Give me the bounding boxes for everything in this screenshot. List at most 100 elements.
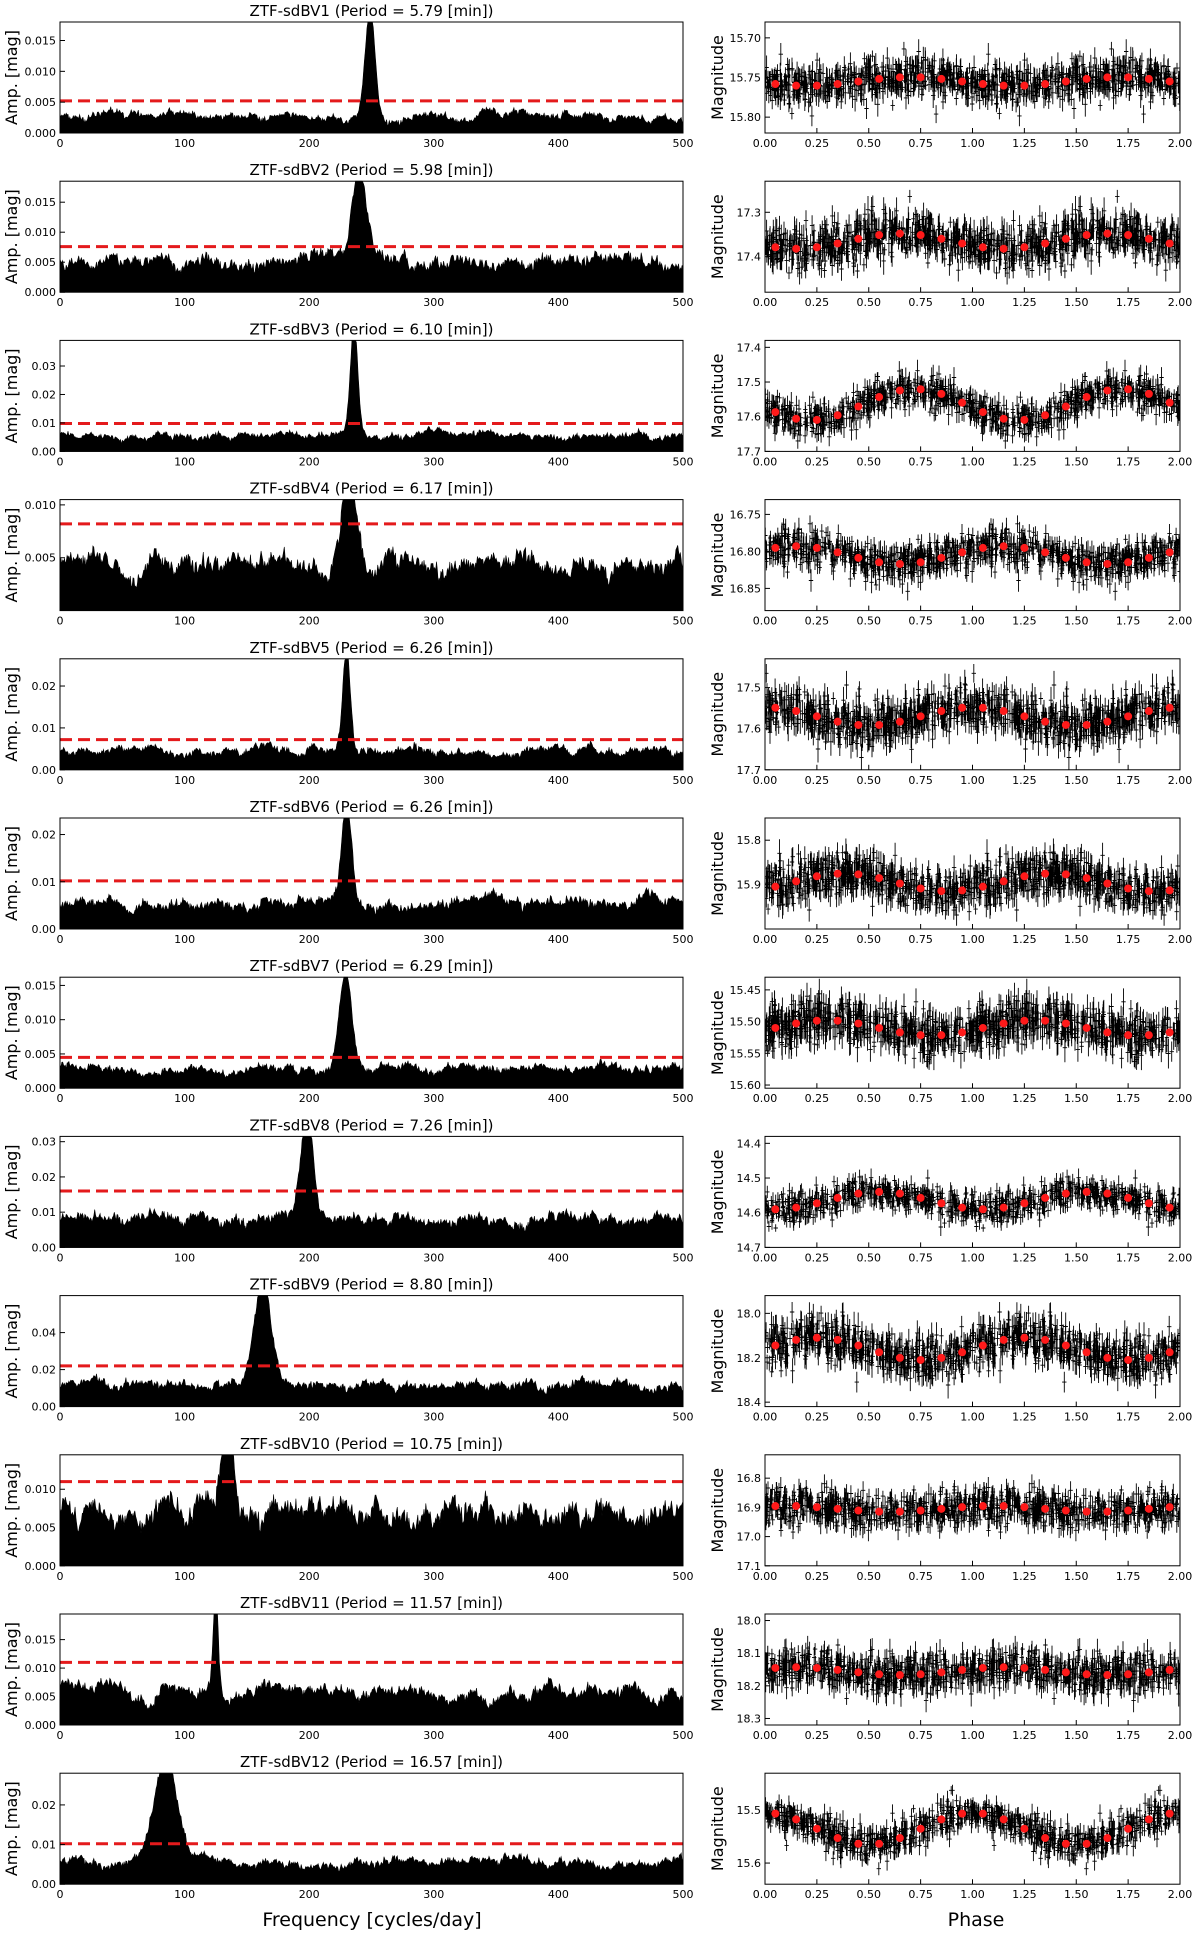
lightcurve-7: 0.00 0.25 0.50 0.75 1.00 1.25 1.50 1.75 2.00 15.4…: [708, 976, 1192, 1105]
periodogram-xtick-label-12-200: 200: [299, 1888, 320, 1901]
binned-point-7-12: [1020, 1016, 1029, 1025]
binned-point-1-15: [1082, 74, 1091, 83]
panel-row-6: ZTF-sdBV6 (Period = 6.26 [min]) 0 100 200 30…: [2, 798, 1192, 946]
lightcurve-xtick-label-2-6: 1.50: [1064, 296, 1089, 309]
lightcurve-ytick-label-4-0: 16.75: [730, 508, 762, 521]
binned-point-3-7: [916, 385, 925, 394]
periodogram-2: 0 100 200 300 400 500 0.000 0.005 0.010 0.015 Amp.…: [2, 180, 694, 309]
lightcurve-ytick-label-3-3: 17.7: [737, 445, 762, 458]
periodogram-xtick-label-4-300: 300: [423, 615, 444, 628]
lightcurve-xtick-label-9-0: 0.00: [753, 1411, 778, 1424]
binned-point-9-15: [1082, 1348, 1091, 1357]
periodogram-ytick-label-12-1: 0.01: [32, 1839, 57, 1852]
binned-point-9-16: [1103, 1353, 1112, 1362]
lightcurve-ylabel-1: Magnitude: [708, 35, 727, 120]
lightcurve-ylabel-4: Magnitude: [708, 513, 727, 598]
binned-point-4-1: [792, 542, 801, 551]
binned-point-1-4: [854, 77, 863, 86]
lightcurve-xtick-label-5-0: 0.00: [753, 774, 778, 787]
binned-point-2-6: [895, 229, 904, 238]
periodogram-xtick-label-9-500: 500: [673, 1411, 694, 1424]
lightcurve-xtick-label-11-4: 1.00: [960, 1729, 985, 1742]
lightcurve-xtick-label-4-2: 0.50: [857, 615, 882, 628]
periodogram-xtick-label-7-200: 200: [299, 1092, 320, 1105]
lightcurve-xtick-label-4-6: 1.50: [1064, 615, 1089, 628]
periodogram-xtick-label-9-400: 400: [548, 1411, 569, 1424]
periodogram-ylabel-5: Amp. [mag]: [2, 667, 21, 762]
lightcurve-xtick-label-2-8: 2.00: [1168, 296, 1193, 309]
periodogram-frame-11: [59, 1613, 684, 1726]
lightcurve-6: 0.00 0.25 0.50 0.75 1.00 1.25 1.50 1.75 2.00 15.8…: [708, 817, 1192, 946]
lightcurve-xtick-label-12-5: 1.25: [1012, 1888, 1037, 1901]
lightcurve-xtick-label-8-8: 2.00: [1168, 1251, 1193, 1264]
lightcurve-ytick-label-12-1: 15.6: [737, 1857, 762, 1870]
periodogram-xtick-label-3-0: 0: [57, 455, 64, 468]
binned-point-10-13: [1041, 1504, 1050, 1513]
lightcurve-5: 0.00 0.25 0.50 0.75 1.00 1.25 1.50 1.75 2.00 17.5…: [708, 658, 1192, 787]
periodogram-fill-11: [59, 1613, 684, 1726]
binned-point-4-14: [1061, 553, 1070, 562]
binned-point-9-6: [895, 1353, 904, 1362]
binned-point-11-15: [1082, 1670, 1091, 1679]
binned-point-11-16: [1103, 1671, 1112, 1680]
binned-point-2-13: [1041, 239, 1050, 248]
periodogram-7: 0 100 200 300 400 500 0.000 0.005 0.010 0.015 Amp.…: [2, 976, 694, 1105]
binned-point-8-13: [1041, 1193, 1050, 1202]
binned-point-3-19: [1165, 398, 1174, 407]
periodogram-ylabel-2: Amp. [mag]: [2, 189, 21, 284]
periodogram-xtick-label-4-100: 100: [174, 615, 195, 628]
lightcurve-xtick-label-3-8: 2.00: [1168, 455, 1193, 468]
binned-point-12-0: [771, 1809, 780, 1818]
binned-point-6-9: [958, 886, 967, 895]
lightcurve-points-12: [765, 1784, 1180, 1876]
binned-point-5-2: [812, 712, 821, 721]
binned-point-9-18: [1144, 1353, 1153, 1362]
binned-point-1-8: [937, 74, 946, 83]
lightcurve-xtick-label-4-4: 1.00: [960, 615, 985, 628]
binned-point-1-6: [895, 73, 904, 82]
binned-point-10-3: [833, 1504, 842, 1513]
binned-point-10-14: [1061, 1506, 1070, 1515]
binned-point-10-15: [1082, 1507, 1091, 1516]
lightcurve-xtick-label-10-7: 1.75: [1116, 1570, 1141, 1583]
lightcurve-xtick-label-7-2: 0.50: [857, 1092, 882, 1105]
periodogram-xtick-label-1-500: 500: [673, 137, 694, 150]
periodogram-xtick-label-12-100: 100: [174, 1888, 195, 1901]
lightcurve-xtick-label-2-1: 0.25: [805, 296, 830, 309]
binned-point-12-19: [1165, 1809, 1174, 1818]
binned-point-1-7: [916, 73, 925, 82]
periodogram-ytick-label-4-0: 0.005: [25, 552, 57, 565]
periodogram-xtick-label-11-100: 100: [174, 1729, 195, 1742]
panel-title-12: ZTF-sdBV12 (Period = 16.57 [min]): [240, 1753, 503, 1771]
binned-point-7-5: [875, 1023, 884, 1032]
periodogram-ytick-label-12-2: 0.02: [32, 1799, 57, 1812]
lightcurve-xtick-label-10-1: 0.25: [805, 1570, 830, 1583]
periodogram-xtick-label-12-500: 500: [673, 1888, 694, 1901]
periodogram-xtick-label-10-500: 500: [673, 1570, 694, 1583]
lightcurve-ytick-label-6-0: 15.8: [737, 834, 762, 847]
binned-point-5-16: [1103, 717, 1112, 726]
periodogram-ytick-label-3-0: 0.00: [32, 445, 57, 458]
lightcurve-ytick-label-5-2: 17.7: [737, 764, 762, 777]
panel-row-7: ZTF-sdBV7 (Period = 6.29 [min]) 0 100 200 30…: [2, 957, 1192, 1105]
periodogram-xtick-label-2-200: 200: [299, 296, 320, 309]
binned-point-7-13: [1041, 1016, 1050, 1025]
binned-point-9-8: [937, 1353, 946, 1362]
lightcurve-xtick-label-11-0: 0.00: [753, 1729, 778, 1742]
binned-point-11-9: [958, 1665, 967, 1674]
binned-point-2-1: [792, 244, 801, 253]
periodogram-frame-2: [59, 180, 684, 293]
binned-point-7-2: [812, 1016, 821, 1025]
binned-point-4-5: [875, 558, 884, 567]
binned-point-12-5: [875, 1839, 884, 1848]
lightcurve-xtick-label-7-6: 1.50: [1064, 1092, 1089, 1105]
periodogram-xtick-label-5-400: 400: [548, 774, 569, 787]
binned-point-1-12: [1020, 81, 1029, 90]
lightcurve-xtick-label-5-7: 1.75: [1116, 774, 1141, 787]
periodogram-xtick-label-10-100: 100: [174, 1570, 195, 1583]
binned-point-4-4: [854, 553, 863, 562]
lightcurve-xtick-label-7-7: 1.75: [1116, 1092, 1141, 1105]
lightcurve-xtick-label-5-5: 1.25: [1012, 774, 1037, 787]
lightcurve-xtick-label-12-1: 0.25: [805, 1888, 830, 1901]
binned-point-12-11: [999, 1815, 1008, 1824]
